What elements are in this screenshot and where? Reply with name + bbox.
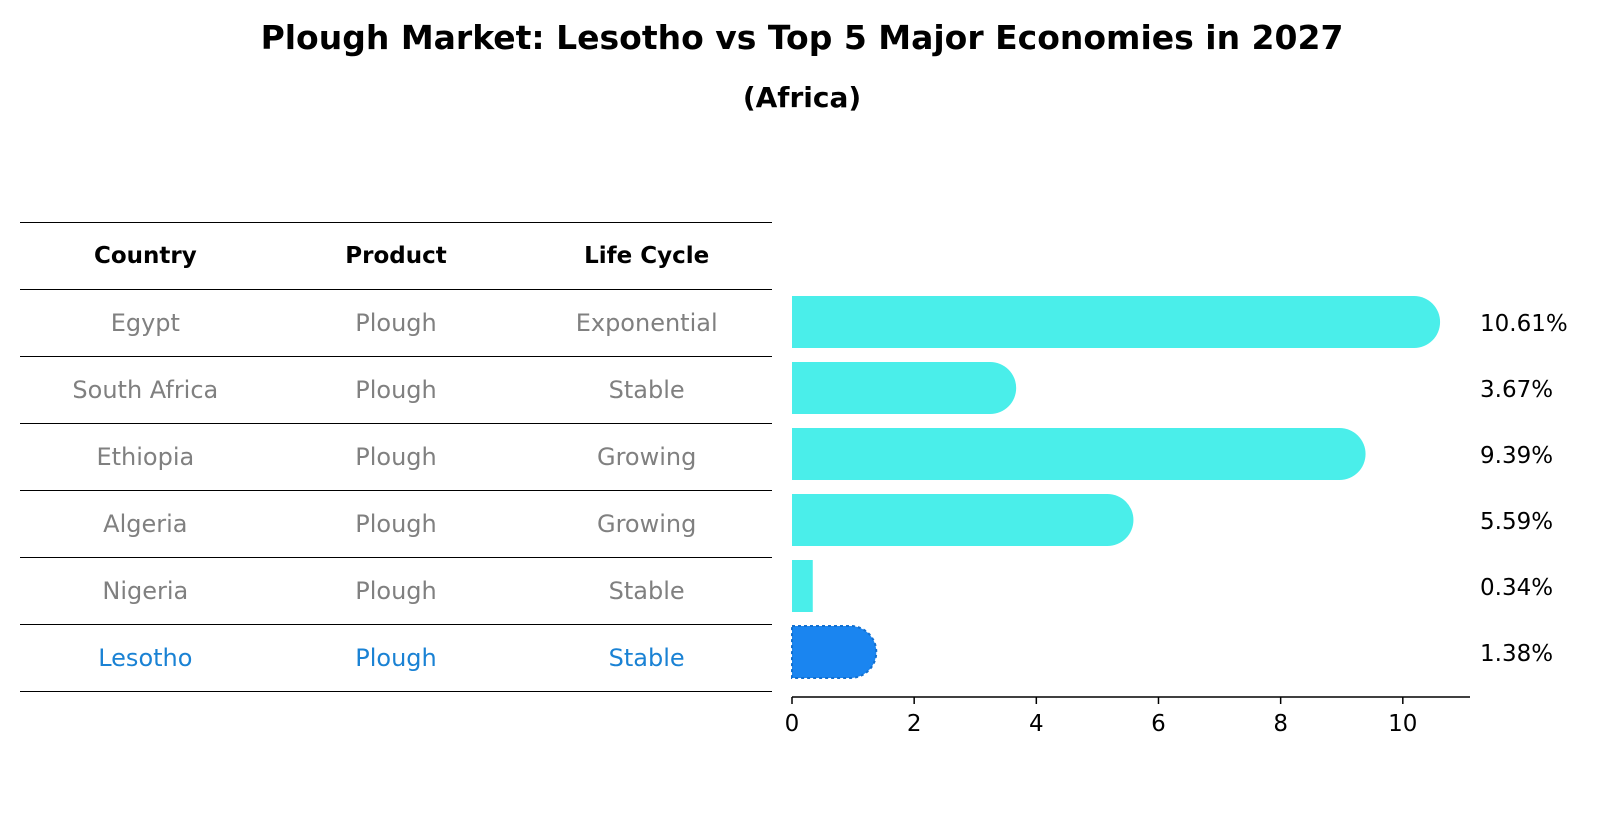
chart-title: Plough Market: Lesotho vs Top 5 Major Ec… [260, 18, 1344, 57]
table-row: Algeria Plough Growing [20, 490, 772, 557]
life-cycle-cell: Exponential [575, 309, 718, 337]
bar-nigeria [792, 560, 813, 612]
country-cell: Nigeria [102, 577, 189, 605]
country-cell: Algeria [103, 510, 188, 538]
bar-value-label: 1.38% [1480, 641, 1553, 667]
bar-value-label: 3.67% [1480, 377, 1553, 403]
table-row: Egypt Plough Exponential [20, 289, 772, 356]
country-cell: Ethiopia [96, 443, 195, 471]
table-row: South Africa Plough Stable [20, 356, 772, 423]
table-row: Nigeria Plough Stable [20, 557, 772, 624]
x-tick-label: 4 [1029, 711, 1044, 737]
life-cycle-cell: Stable [608, 376, 685, 404]
x-tick-label: 8 [1273, 711, 1288, 737]
x-tick-label: 2 [907, 711, 922, 737]
product-cell: Plough [355, 510, 437, 538]
product-cell: Plough [355, 376, 437, 404]
header-country: Country [93, 243, 197, 269]
bar-lesotho [791, 625, 878, 679]
bar-ethiopia [792, 428, 1366, 480]
country-table: Country Product Life Cycle Egypt Plough … [20, 222, 772, 692]
life-cycle-cell: Stable [608, 577, 685, 605]
bar-value-label: 0.34% [1480, 575, 1553, 601]
chart-subtitle: (Africa) [742, 81, 862, 114]
country-cell: Lesotho [98, 644, 193, 672]
header-life-cycle: Life Cycle [584, 243, 710, 269]
bar-south-africa [792, 362, 1017, 414]
life-cycle-cell: Growing [596, 443, 697, 471]
country-cell: Egypt [110, 309, 180, 337]
country-cell: South Africa [72, 376, 219, 404]
bar-value-label: 5.59% [1480, 509, 1553, 535]
table-row: Ethiopia Plough Growing [20, 423, 772, 490]
product-cell: Plough [355, 577, 437, 605]
x-tick-label: 10 [1388, 711, 1417, 737]
product-cell: Plough [355, 309, 437, 337]
table-header-row: Country Product Life Cycle [20, 222, 772, 289]
bar-egypt [792, 296, 1441, 348]
product-cell: Plough [355, 443, 437, 471]
product-cell: Plough [355, 644, 437, 672]
bar-value-label: 9.39% [1480, 443, 1553, 469]
table-row-highlighted: Lesotho Plough Stable [20, 624, 772, 692]
life-cycle-cell: Growing [596, 510, 697, 538]
header-product: Product [345, 243, 447, 269]
life-cycle-cell: Stable [608, 644, 685, 672]
bar-algeria [792, 494, 1134, 546]
bar-value-label: 10.61% [1480, 311, 1568, 337]
x-tick-label: 0 [785, 711, 800, 737]
x-tick-label: 6 [1151, 711, 1166, 737]
